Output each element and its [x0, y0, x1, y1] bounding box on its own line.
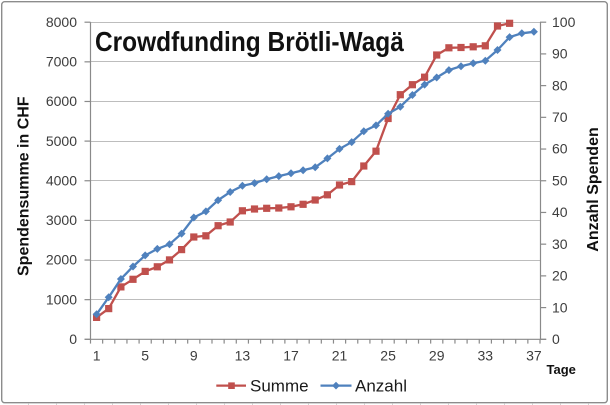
svg-text:17: 17: [283, 348, 299, 364]
svg-text:Tage: Tage: [547, 362, 576, 377]
svg-text:5: 5: [141, 348, 149, 364]
svg-text:13: 13: [235, 348, 251, 364]
svg-text:29: 29: [429, 348, 445, 364]
svg-text:40: 40: [552, 204, 568, 220]
svg-text:10: 10: [552, 299, 568, 315]
svg-text:1000: 1000: [46, 291, 77, 307]
svg-text:80: 80: [552, 77, 568, 93]
svg-text:Spendensumme in CHF: Spendensumme in CHF: [15, 96, 32, 276]
svg-text:37: 37: [526, 348, 542, 364]
svg-text:Crowdfunding Brötli-Wagä: Crowdfunding Brötli-Wagä: [95, 25, 404, 57]
svg-text:20: 20: [552, 268, 568, 284]
svg-text:60: 60: [552, 141, 568, 157]
svg-text:0: 0: [69, 331, 77, 347]
svg-text:3000: 3000: [46, 212, 77, 228]
svg-text:33: 33: [478, 348, 494, 364]
svg-text:0: 0: [552, 331, 560, 347]
svg-text:100: 100: [552, 14, 576, 30]
svg-text:30: 30: [552, 236, 568, 252]
svg-text:Summe: Summe: [250, 377, 309, 396]
svg-text:Anzahl: Anzahl: [355, 377, 407, 396]
svg-text:8000: 8000: [46, 14, 77, 30]
svg-text:21: 21: [332, 348, 348, 364]
svg-text:90: 90: [552, 46, 568, 62]
svg-text:Anzahl Spenden: Anzahl Spenden: [585, 127, 602, 251]
svg-text:2000: 2000: [46, 252, 77, 268]
svg-text:5000: 5000: [46, 133, 77, 149]
svg-text:6000: 6000: [46, 93, 77, 109]
svg-text:9: 9: [190, 348, 198, 364]
svg-text:7000: 7000: [46, 54, 77, 70]
svg-text:50: 50: [552, 172, 568, 188]
svg-text:25: 25: [380, 348, 396, 364]
svg-text:1: 1: [93, 348, 101, 364]
svg-text:70: 70: [552, 109, 568, 125]
svg-text:4000: 4000: [46, 172, 77, 188]
